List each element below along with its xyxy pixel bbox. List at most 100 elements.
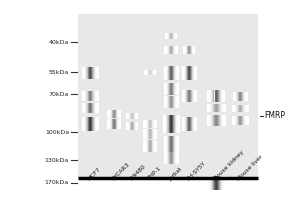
Text: MCF7: MCF7	[86, 167, 102, 182]
Bar	[130, 113, 131, 119]
Bar	[82, 117, 83, 131]
Bar	[169, 96, 170, 108]
Bar	[188, 117, 189, 131]
Bar	[192, 46, 193, 54]
Bar	[109, 119, 110, 129]
Bar	[182, 66, 183, 80]
Bar	[148, 120, 149, 128]
Bar	[184, 66, 185, 80]
Bar	[216, 176, 217, 190]
Bar	[192, 90, 193, 102]
Bar	[238, 104, 239, 112]
Bar	[236, 92, 237, 100]
Bar	[94, 117, 95, 131]
Bar	[246, 92, 247, 100]
Bar	[212, 114, 213, 126]
Bar	[109, 110, 110, 118]
Bar	[146, 129, 147, 139]
Bar	[247, 92, 248, 100]
Bar	[143, 129, 144, 139]
Bar	[209, 104, 210, 112]
Bar	[170, 66, 171, 80]
Bar	[92, 117, 93, 131]
Bar	[219, 176, 220, 190]
Bar	[164, 152, 165, 164]
Bar	[153, 129, 154, 139]
Bar	[185, 46, 186, 54]
Bar	[182, 90, 183, 102]
Bar	[186, 66, 187, 80]
Bar	[168, 83, 169, 95]
Bar	[175, 152, 176, 164]
Text: 70kDa: 70kDa	[49, 92, 69, 97]
Bar	[246, 104, 247, 112]
Bar	[212, 90, 213, 102]
Bar	[82, 103, 83, 113]
Bar	[222, 104, 223, 112]
Bar	[166, 136, 167, 152]
Bar	[136, 122, 137, 130]
Bar	[152, 140, 153, 152]
Bar	[149, 140, 150, 152]
Bar	[212, 104, 213, 112]
Bar	[207, 176, 208, 190]
Bar	[174, 33, 175, 39]
Bar	[169, 136, 170, 152]
Bar	[217, 114, 218, 126]
Bar	[150, 70, 151, 75]
Bar	[172, 33, 173, 39]
Bar	[83, 103, 84, 113]
Bar	[110, 119, 111, 129]
Bar	[85, 91, 86, 101]
Bar	[241, 116, 242, 124]
Bar	[195, 66, 196, 80]
Bar	[96, 91, 97, 101]
Bar	[93, 103, 94, 113]
Bar	[177, 66, 178, 80]
Bar	[82, 91, 83, 101]
Bar	[188, 66, 189, 80]
Bar	[82, 67, 83, 79]
Bar	[173, 136, 174, 152]
Bar	[165, 66, 166, 80]
Text: SH-SY5Y: SH-SY5Y	[185, 161, 207, 182]
Bar	[186, 46, 187, 54]
Bar	[108, 119, 109, 129]
Bar	[225, 104, 226, 112]
Bar	[186, 90, 187, 102]
Bar	[108, 110, 109, 118]
Bar	[107, 119, 108, 129]
Bar	[154, 120, 155, 128]
Bar	[219, 90, 220, 102]
Bar	[89, 67, 90, 79]
Bar	[171, 66, 172, 80]
Bar	[137, 122, 138, 130]
Bar	[151, 120, 152, 128]
Bar	[176, 96, 177, 108]
Bar	[174, 136, 175, 152]
Bar	[167, 83, 168, 95]
Bar	[208, 90, 209, 102]
Bar	[146, 140, 147, 152]
Bar	[156, 140, 157, 152]
Bar	[144, 129, 145, 139]
Bar	[87, 117, 88, 131]
Bar	[107, 110, 108, 118]
Bar	[189, 66, 190, 80]
Bar	[154, 70, 155, 75]
Bar	[190, 66, 191, 80]
Bar	[134, 122, 135, 130]
Bar	[154, 70, 155, 75]
Bar	[165, 96, 166, 108]
Bar	[128, 113, 129, 119]
Bar	[238, 92, 239, 100]
Bar	[85, 103, 86, 113]
Bar	[183, 66, 184, 80]
Bar	[120, 119, 121, 129]
Bar	[129, 113, 130, 119]
Bar	[195, 117, 196, 131]
Bar	[194, 46, 195, 54]
Bar	[172, 46, 173, 54]
Bar	[221, 90, 222, 102]
Bar	[171, 33, 172, 39]
